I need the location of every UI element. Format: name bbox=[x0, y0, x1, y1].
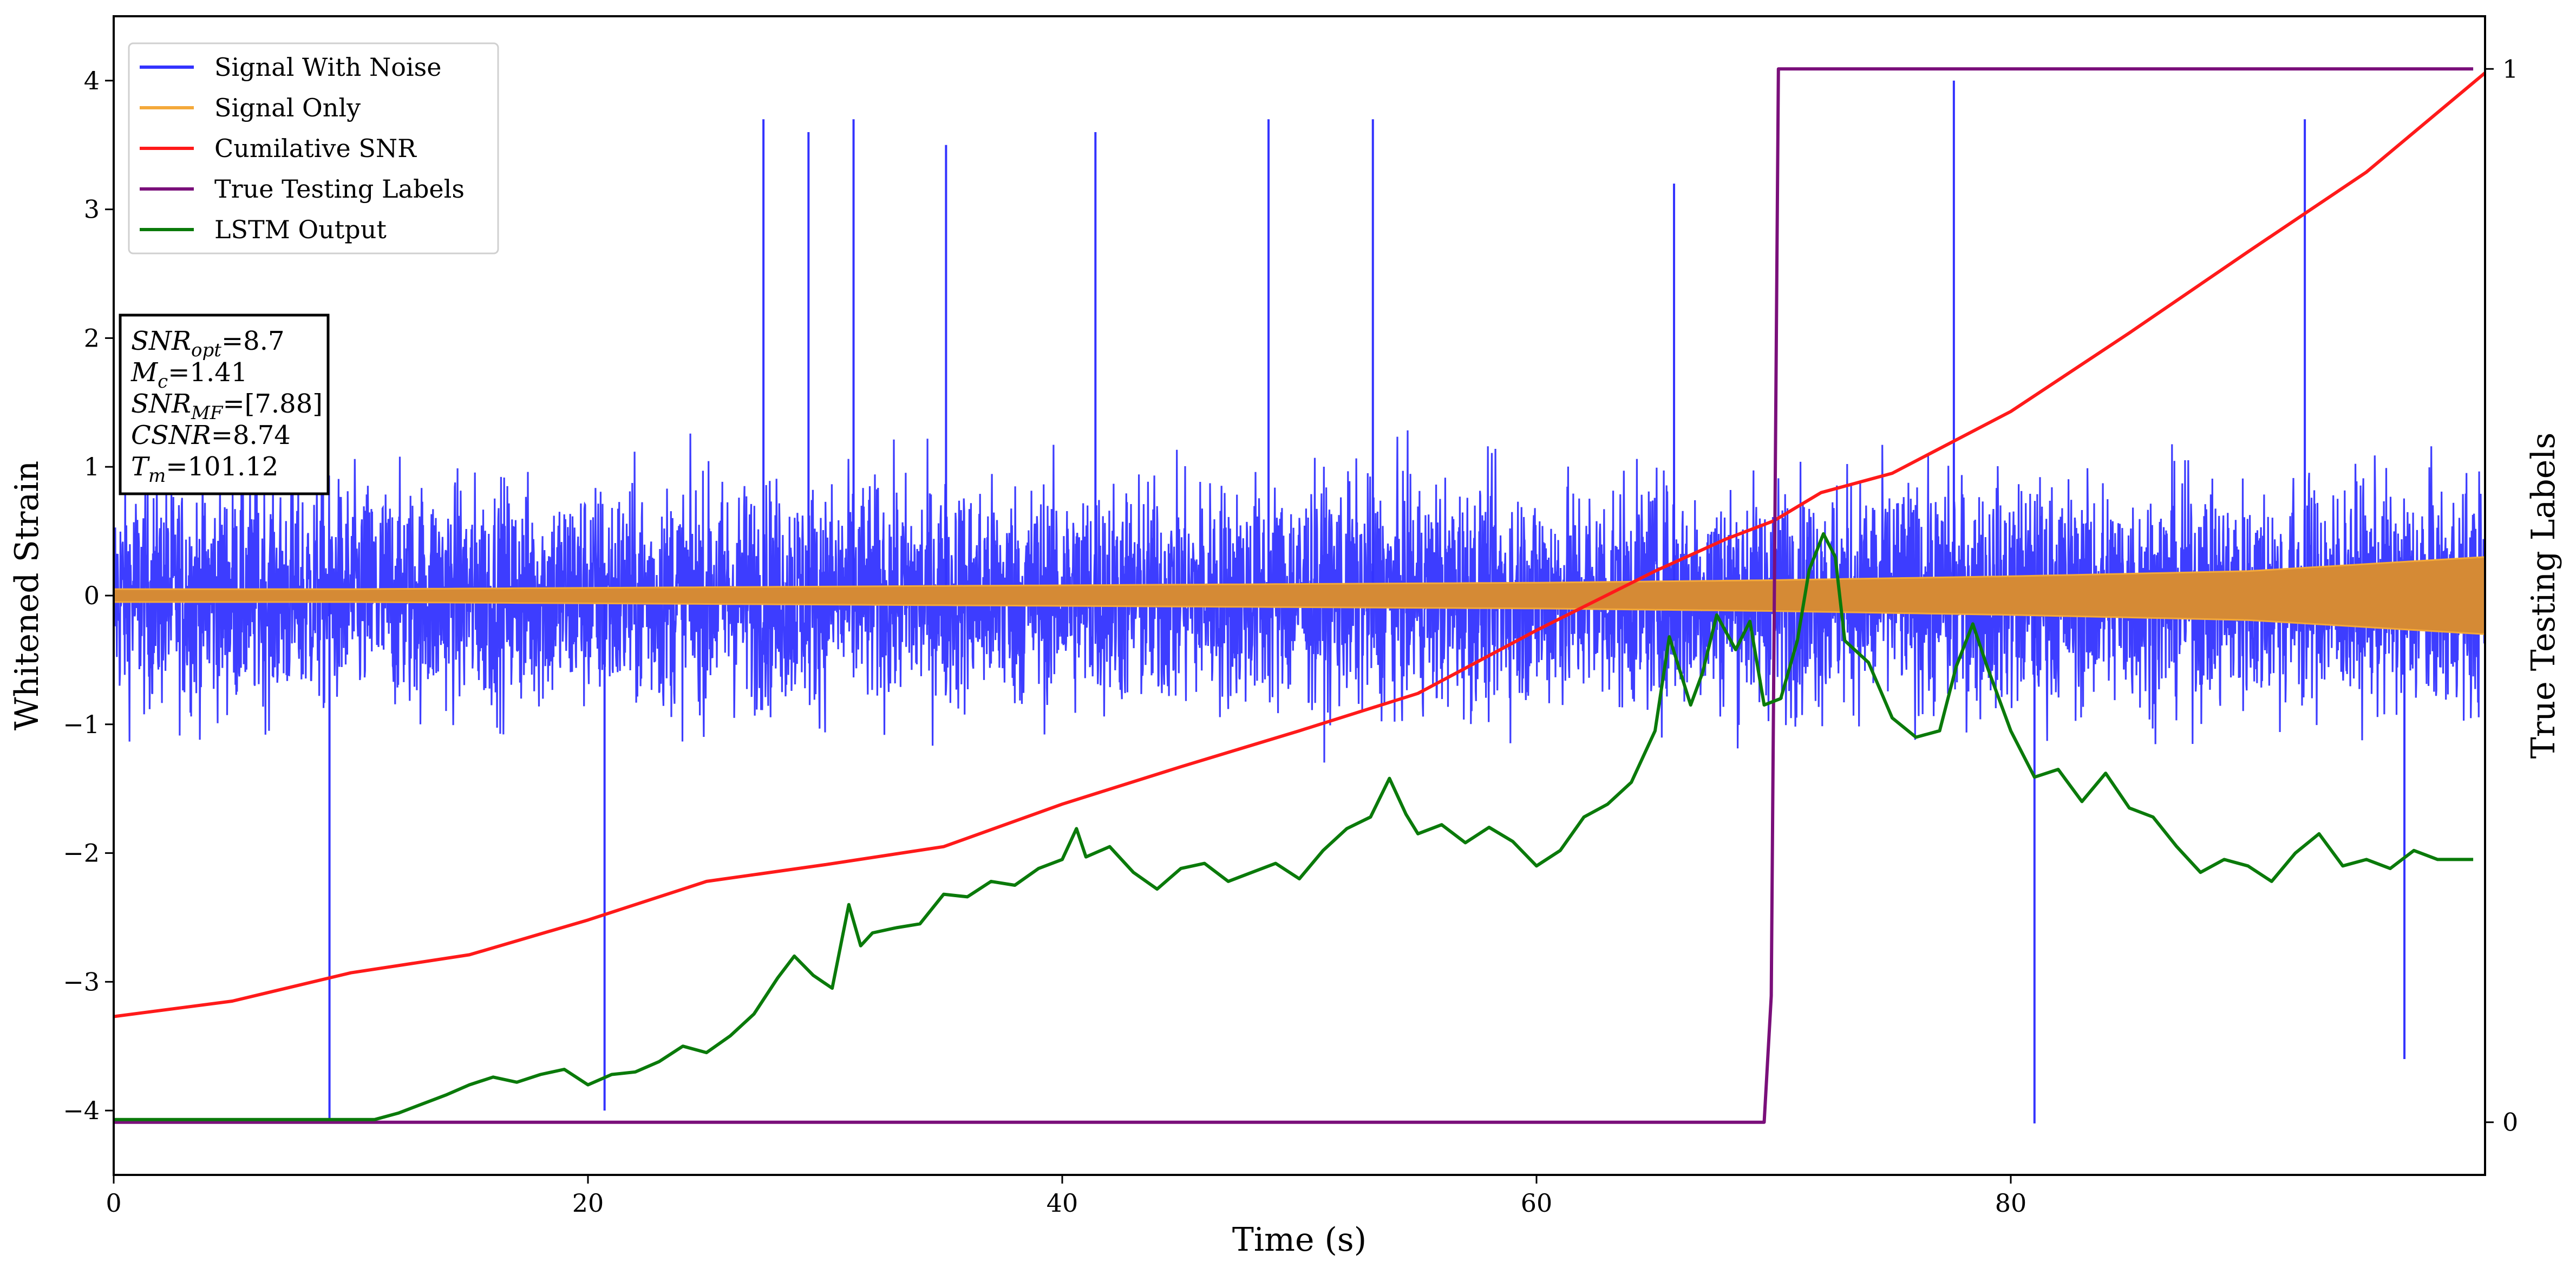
legend-label-3: True Testing Labels bbox=[214, 174, 465, 204]
y-tick-label: −3 bbox=[63, 967, 100, 996]
series-0-noise-trace bbox=[114, 430, 2485, 763]
x-tick-label: 80 bbox=[1995, 1188, 2027, 1218]
info-line-3: CSNR=8.74 bbox=[131, 420, 291, 450]
y-axis-title: Whitened Strain bbox=[8, 461, 46, 730]
series-signal-with-noise bbox=[114, 80, 2485, 1123]
x-axis-title: Time (s) bbox=[1232, 1221, 1367, 1259]
legend-box bbox=[128, 42, 499, 254]
y-tick-label: −1 bbox=[63, 710, 100, 739]
y2-axis-title: True Testing Labels bbox=[2525, 433, 2562, 759]
info-box-frame bbox=[119, 313, 330, 495]
series-signal-only bbox=[114, 556, 2485, 635]
x-tick-label: 0 bbox=[106, 1188, 121, 1218]
info-line-2: SNRMF=[7.88] bbox=[131, 389, 323, 424]
x-tick-label: 40 bbox=[1047, 1188, 1078, 1218]
series-2-line bbox=[114, 71, 2485, 1018]
info-line-4: Tm=101.12 bbox=[131, 452, 278, 487]
plot-area bbox=[114, 67, 2485, 1124]
y-tick-label: −4 bbox=[63, 1096, 100, 1125]
x-tick-label: 20 bbox=[572, 1188, 604, 1218]
y-axis-right: 01 bbox=[2485, 54, 2518, 1137]
y2-tick-label: 1 bbox=[2502, 54, 2518, 83]
legend-label-2: Cumilative SNR bbox=[214, 134, 417, 163]
legend-label-1: Signal Only bbox=[214, 93, 361, 122]
legend-label-0: Signal With Noise bbox=[214, 53, 441, 82]
info-line-0: SNRopt=8.7 bbox=[131, 326, 285, 361]
series-4-line bbox=[114, 532, 2474, 1121]
y-axis-left: −4 −3 −2 −1 0 1 2 3 4 bbox=[63, 66, 114, 1125]
x-axis: 0 20 40 60 80 bbox=[106, 1175, 2026, 1218]
y-tick-label: 1 bbox=[84, 452, 100, 481]
legend-label-4: LSTM Output bbox=[214, 215, 387, 244]
y-tick-label: 3 bbox=[84, 195, 100, 224]
y-tick-label: 2 bbox=[84, 323, 100, 352]
legend: Signal With Noise Signal Only Cumilative S… bbox=[128, 42, 499, 254]
info-line-1: Mc=1.41 bbox=[130, 357, 247, 393]
y2-tick-label: 0 bbox=[2502, 1108, 2518, 1137]
series-3-line bbox=[114, 67, 2474, 1124]
y-tick-label: 0 bbox=[84, 581, 100, 610]
x-tick-label: 60 bbox=[1521, 1188, 1553, 1218]
info-box: SNRopt=8.7Mc=1.41SNRMF=[7.88]CSNR=8.74Tm… bbox=[119, 313, 330, 495]
series-1-signal-envelope bbox=[114, 556, 2485, 635]
series-lines bbox=[114, 67, 2485, 1124]
y-tick-label: 4 bbox=[84, 66, 100, 95]
y-tick-label: −2 bbox=[63, 839, 100, 868]
